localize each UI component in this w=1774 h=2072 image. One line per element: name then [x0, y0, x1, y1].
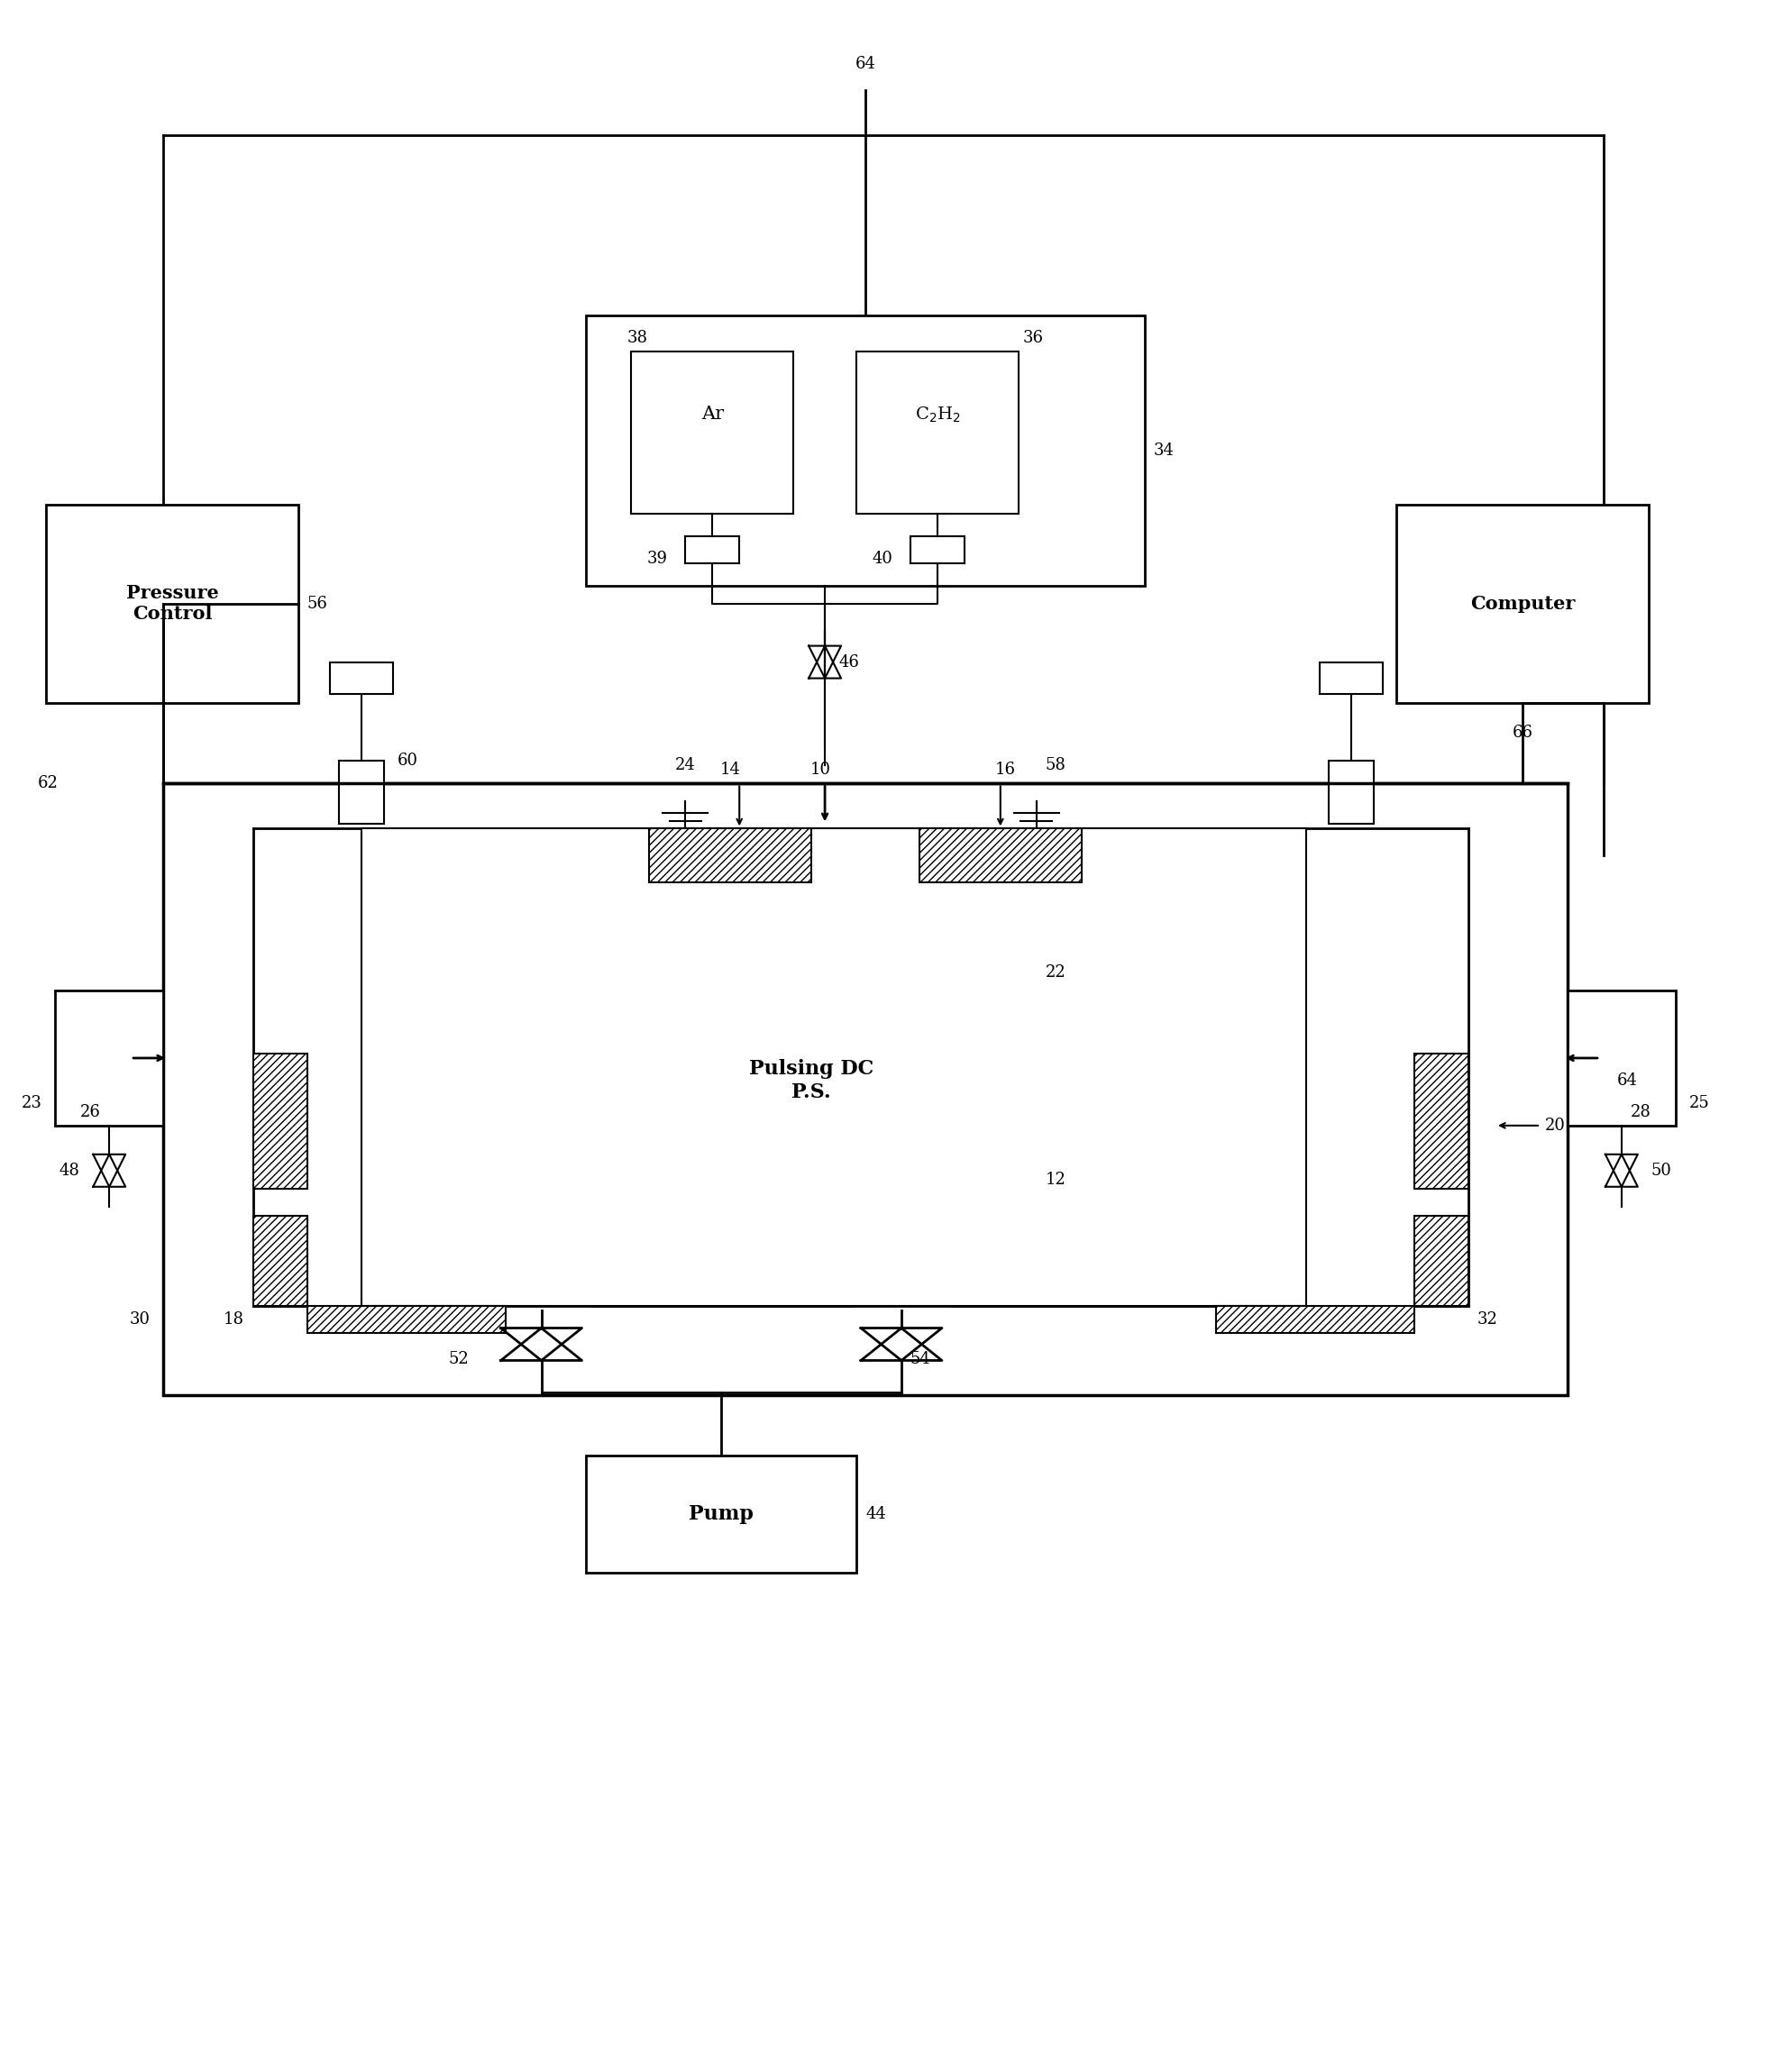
Bar [649, 829, 811, 883]
Text: 44: 44 [866, 1506, 885, 1523]
Text: 46: 46 [839, 655, 859, 669]
Bar [1414, 1053, 1469, 1189]
Text: 54: 54 [910, 1351, 931, 1368]
Text: 36: 36 [1024, 329, 1043, 346]
Text: Computer: Computer [1471, 595, 1575, 613]
Bar [55, 990, 163, 1125]
Text: 12: 12 [1045, 1171, 1066, 1187]
Bar [587, 945, 1036, 1216]
Text: Pressure
Control: Pressure Control [126, 584, 218, 624]
Bar [254, 1053, 307, 1189]
Text: 38: 38 [626, 329, 648, 346]
Text: 60: 60 [397, 752, 419, 769]
Text: 20: 20 [1545, 1117, 1566, 1133]
Bar [330, 663, 392, 694]
Text: 58: 58 [1045, 758, 1066, 773]
Text: Ar: Ar [701, 406, 724, 423]
Bar [1217, 1305, 1414, 1332]
Bar [362, 829, 1306, 1305]
Text: 26: 26 [80, 1104, 101, 1121]
Text: 50: 50 [1652, 1162, 1671, 1179]
Bar [451, 883, 1217, 1260]
Text: 10: 10 [811, 762, 830, 779]
Text: Pulsing DC
P.S.: Pulsing DC P.S. [749, 1059, 875, 1102]
Text: 66: 66 [1511, 725, 1533, 742]
Text: 39: 39 [648, 551, 667, 566]
Text: 28: 28 [1630, 1104, 1652, 1121]
Bar [1329, 760, 1375, 825]
Bar [632, 352, 793, 514]
Text: 24: 24 [676, 758, 695, 773]
Text: 32: 32 [1478, 1312, 1497, 1328]
Text: 23: 23 [21, 1094, 43, 1111]
Bar [1396, 506, 1648, 702]
Text: 14: 14 [720, 762, 742, 779]
Bar [254, 1216, 307, 1305]
Text: C$_2$H$_2$: C$_2$H$_2$ [915, 404, 960, 425]
Text: 22: 22 [1045, 963, 1066, 980]
Text: 18: 18 [224, 1312, 245, 1328]
Text: 25: 25 [1689, 1094, 1710, 1111]
Text: 16: 16 [995, 762, 1015, 779]
Bar [1414, 1216, 1469, 1305]
Text: 62: 62 [37, 775, 59, 792]
Text: Pump: Pump [688, 1504, 754, 1525]
Bar [46, 506, 298, 702]
Bar [1568, 990, 1675, 1125]
Bar [163, 783, 1568, 1397]
Text: 64: 64 [1618, 1073, 1637, 1088]
Bar [919, 829, 1082, 883]
Text: 64: 64 [855, 56, 876, 73]
Bar [587, 315, 1144, 586]
Bar [857, 352, 1018, 514]
Bar [587, 1457, 857, 1573]
Text: 56: 56 [307, 595, 328, 611]
Bar [339, 760, 383, 825]
Text: 52: 52 [449, 1351, 470, 1368]
Bar [1320, 663, 1384, 694]
Text: 48: 48 [59, 1162, 80, 1179]
Text: 30: 30 [130, 1312, 149, 1328]
Text: 34: 34 [1153, 443, 1174, 458]
Bar [307, 1305, 506, 1332]
Text: 40: 40 [871, 551, 892, 566]
